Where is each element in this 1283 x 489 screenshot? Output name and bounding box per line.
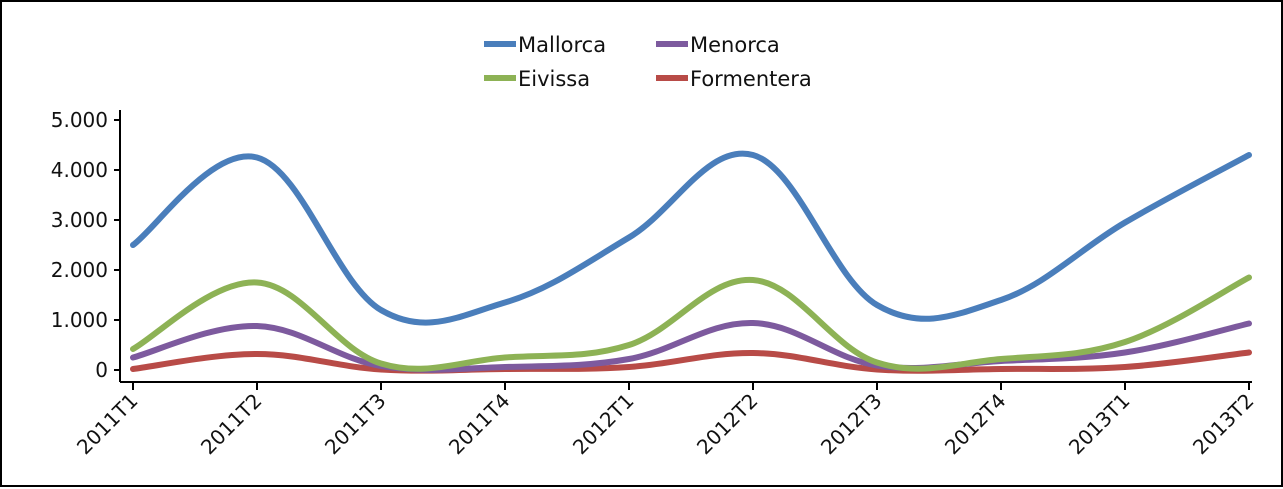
- x-tick-label: 2012T3: [816, 389, 887, 460]
- x-tick-label: 2013T2: [1188, 389, 1259, 460]
- x-tick-label: 2013T1: [1064, 389, 1135, 460]
- y-ticks: 0 1.000 2.000 3.000 4.000 5.000: [51, 108, 120, 382]
- legend-item-mallorca: Mallorca: [484, 33, 606, 57]
- x-tick-label: 2011T1: [72, 389, 143, 460]
- series-line-eivissa: [130, 274, 1252, 372]
- y-tick-label: 2.000: [51, 258, 108, 282]
- legend-label: Mallorca: [518, 33, 606, 57]
- legend-item-eivissa: Eivissa: [484, 67, 590, 91]
- y-tick-label: 5.000: [51, 108, 108, 132]
- y-tick-label: 0: [95, 358, 108, 382]
- x-tick-label: 2012T1: [568, 389, 639, 460]
- legend-label: Formentera: [690, 67, 812, 91]
- legend-item-formentera: Formentera: [656, 67, 812, 91]
- y-tick-label: 3.000: [51, 208, 108, 232]
- series-line-mallorca: [130, 150, 1252, 326]
- x-tick-label: 2011T2: [196, 389, 267, 460]
- x-tick-label: 2012T2: [692, 389, 763, 460]
- axes: [119, 110, 1252, 383]
- x-tick-label: 2012T4: [940, 389, 1011, 460]
- y-tick-label: 4.000: [51, 158, 108, 182]
- series-lines: [130, 150, 1252, 374]
- x-tick-label: 2011T3: [320, 389, 391, 460]
- y-tick-label: 1.000: [51, 308, 108, 332]
- legend-item-menorca: Menorca: [656, 33, 780, 57]
- legend-label: Menorca: [690, 33, 780, 57]
- series-line-menorca: [130, 319, 1252, 373]
- series-line-formentera: [130, 349, 1252, 374]
- legend-label: Eivissa: [518, 67, 590, 91]
- legend: Mallorca Menorca Eivissa Formentera: [484, 33, 812, 91]
- x-ticks: 2011T1 2011T2 2011T3 2011T4 2012T1 2012T2 2012…: [72, 382, 1259, 459]
- x-tick-label: 2011T4: [444, 389, 515, 460]
